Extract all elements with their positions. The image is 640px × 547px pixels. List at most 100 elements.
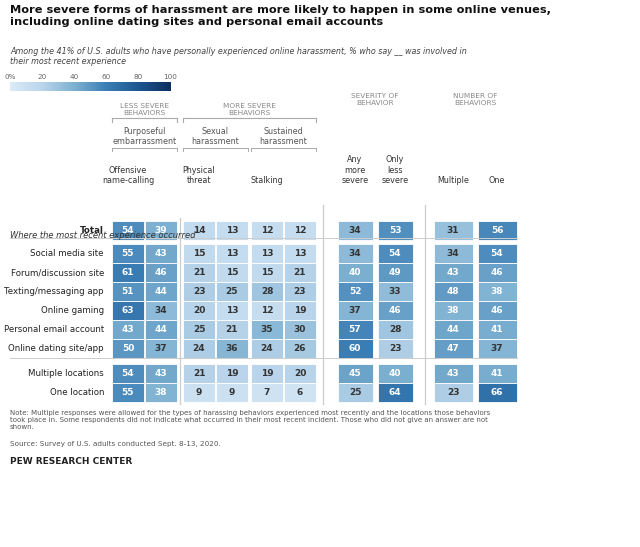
Bar xyxy=(49,82,51,91)
Text: 34: 34 xyxy=(349,226,362,235)
Text: 9: 9 xyxy=(196,388,202,397)
Bar xyxy=(149,82,151,91)
Text: 15: 15 xyxy=(193,249,205,258)
Bar xyxy=(103,82,105,91)
Text: More severe forms of harassment are more likely to happen in some online venues,: More severe forms of harassment are more… xyxy=(10,5,551,27)
Bar xyxy=(129,82,131,91)
Bar xyxy=(37,82,39,91)
Text: Total: Total xyxy=(80,226,104,235)
Text: SEVERITY OF
BEHAVIOR: SEVERITY OF BEHAVIOR xyxy=(351,93,399,106)
Text: 55: 55 xyxy=(122,249,134,258)
Text: 24: 24 xyxy=(260,344,273,353)
Bar xyxy=(251,320,283,339)
Bar xyxy=(74,82,76,91)
Bar xyxy=(477,339,516,358)
Text: 26: 26 xyxy=(294,344,307,353)
Bar xyxy=(95,82,97,91)
Text: 64: 64 xyxy=(388,388,401,397)
Bar xyxy=(164,82,166,91)
Bar xyxy=(145,221,177,240)
Bar xyxy=(20,82,22,91)
Text: 45: 45 xyxy=(349,369,362,378)
Bar xyxy=(337,339,372,358)
Bar xyxy=(63,82,65,91)
Text: 60: 60 xyxy=(101,74,111,80)
Text: Any
more
severe: Any more severe xyxy=(341,155,369,185)
Bar xyxy=(34,82,36,91)
Text: 19: 19 xyxy=(226,369,238,378)
Text: 47: 47 xyxy=(447,344,460,353)
Bar xyxy=(138,82,140,91)
Bar xyxy=(433,383,472,402)
Text: 37: 37 xyxy=(491,344,503,353)
Text: 46: 46 xyxy=(155,268,167,277)
Bar xyxy=(284,244,316,263)
Text: 43: 43 xyxy=(155,249,167,258)
Text: 43: 43 xyxy=(447,369,460,378)
Bar xyxy=(84,82,86,91)
Bar xyxy=(145,301,177,320)
Bar xyxy=(216,339,248,358)
Bar xyxy=(114,82,116,91)
Bar xyxy=(433,364,472,383)
Bar xyxy=(47,82,49,91)
Bar xyxy=(112,282,144,301)
Bar xyxy=(378,383,413,402)
Bar xyxy=(152,82,154,91)
Bar xyxy=(157,82,159,91)
Text: 50: 50 xyxy=(122,344,134,353)
Text: 37: 37 xyxy=(349,306,362,315)
Bar xyxy=(76,82,77,91)
Text: 23: 23 xyxy=(447,388,460,397)
Bar xyxy=(141,82,143,91)
Text: Forum/discussion site: Forum/discussion site xyxy=(11,268,104,277)
Bar xyxy=(433,263,472,282)
Bar xyxy=(216,221,248,240)
Bar xyxy=(477,282,516,301)
Text: 15: 15 xyxy=(226,268,238,277)
Text: 30: 30 xyxy=(294,325,306,334)
Bar xyxy=(337,383,372,402)
Bar xyxy=(66,82,68,91)
Text: 23: 23 xyxy=(294,287,307,296)
Text: 34: 34 xyxy=(155,306,167,315)
Text: 43: 43 xyxy=(447,268,460,277)
Bar xyxy=(132,82,134,91)
Text: 40: 40 xyxy=(349,268,361,277)
Bar xyxy=(101,82,103,91)
Bar xyxy=(12,82,13,91)
Text: 63: 63 xyxy=(122,306,134,315)
Bar xyxy=(112,339,144,358)
Bar xyxy=(85,82,87,91)
Text: 28: 28 xyxy=(260,287,273,296)
Text: 44: 44 xyxy=(447,325,460,334)
Text: Online dating site/app: Online dating site/app xyxy=(8,344,104,353)
Bar xyxy=(145,263,177,282)
Bar xyxy=(159,82,161,91)
Bar xyxy=(92,82,93,91)
Bar xyxy=(433,221,472,240)
Bar xyxy=(21,82,23,91)
Bar xyxy=(125,82,127,91)
Text: NUMBER OF
BEHAVIORS: NUMBER OF BEHAVIORS xyxy=(453,93,497,106)
Text: Among the 41% of U.S. adults who have personally experienced online harassment, : Among the 41% of U.S. adults who have pe… xyxy=(10,47,467,66)
Bar xyxy=(53,82,55,91)
Text: 38: 38 xyxy=(491,287,503,296)
Bar xyxy=(108,82,109,91)
Bar xyxy=(477,221,516,240)
Bar xyxy=(88,82,90,91)
Text: Offensive
name-calling: Offensive name-calling xyxy=(102,166,154,185)
Bar xyxy=(112,320,144,339)
Bar xyxy=(61,82,63,91)
Bar xyxy=(45,82,47,91)
Bar xyxy=(109,82,111,91)
Text: 33: 33 xyxy=(388,287,401,296)
Bar xyxy=(58,82,60,91)
Text: 60: 60 xyxy=(349,344,361,353)
Text: 51: 51 xyxy=(122,287,134,296)
Text: 49: 49 xyxy=(388,268,401,277)
Bar xyxy=(337,364,372,383)
Bar xyxy=(477,244,516,263)
Text: 9: 9 xyxy=(229,388,235,397)
Bar xyxy=(284,263,316,282)
